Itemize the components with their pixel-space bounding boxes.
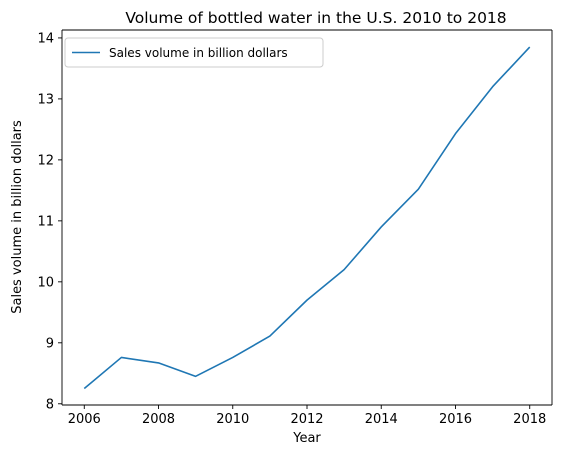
y-tick-label: 14	[37, 31, 54, 46]
y-tick-label: 8	[46, 397, 54, 412]
x-tick-label: 2018	[513, 412, 546, 427]
x-tick-label: 2006	[68, 412, 101, 427]
legend-label: Sales volume in billion dollars	[109, 46, 288, 60]
x-axis: 2006 2008 2010 2012 2014 2016 2018	[68, 405, 546, 427]
plot-frame	[61, 29, 553, 406]
legend-box	[64, 37, 324, 68]
y-tick-label: 10	[37, 275, 54, 290]
y-tick-label: 11	[37, 214, 54, 229]
series-line-sales-volume	[83, 46, 531, 390]
legend: Sales volume in billion dollars	[64, 37, 324, 68]
chart-title: Volume of bottled water in the U.S. 2010…	[125, 9, 506, 27]
y-tick-label: 13	[37, 92, 54, 107]
x-tick-label: 2010	[216, 412, 249, 427]
y-tick-label: 12	[37, 153, 54, 168]
y-axis-label: Sales volume in billion dollars	[10, 120, 25, 314]
y-tick-label: 9	[46, 336, 54, 351]
x-axis-label: Year	[292, 431, 321, 446]
x-tick-label: 2008	[142, 412, 175, 427]
x-tick-label: 2014	[365, 412, 398, 427]
x-tick-label: 2016	[439, 412, 472, 427]
plot-area	[62, 30, 552, 405]
x-tick-label: 2012	[290, 412, 323, 427]
y-axis: 8 9 10 11 12 13 14	[37, 31, 62, 412]
